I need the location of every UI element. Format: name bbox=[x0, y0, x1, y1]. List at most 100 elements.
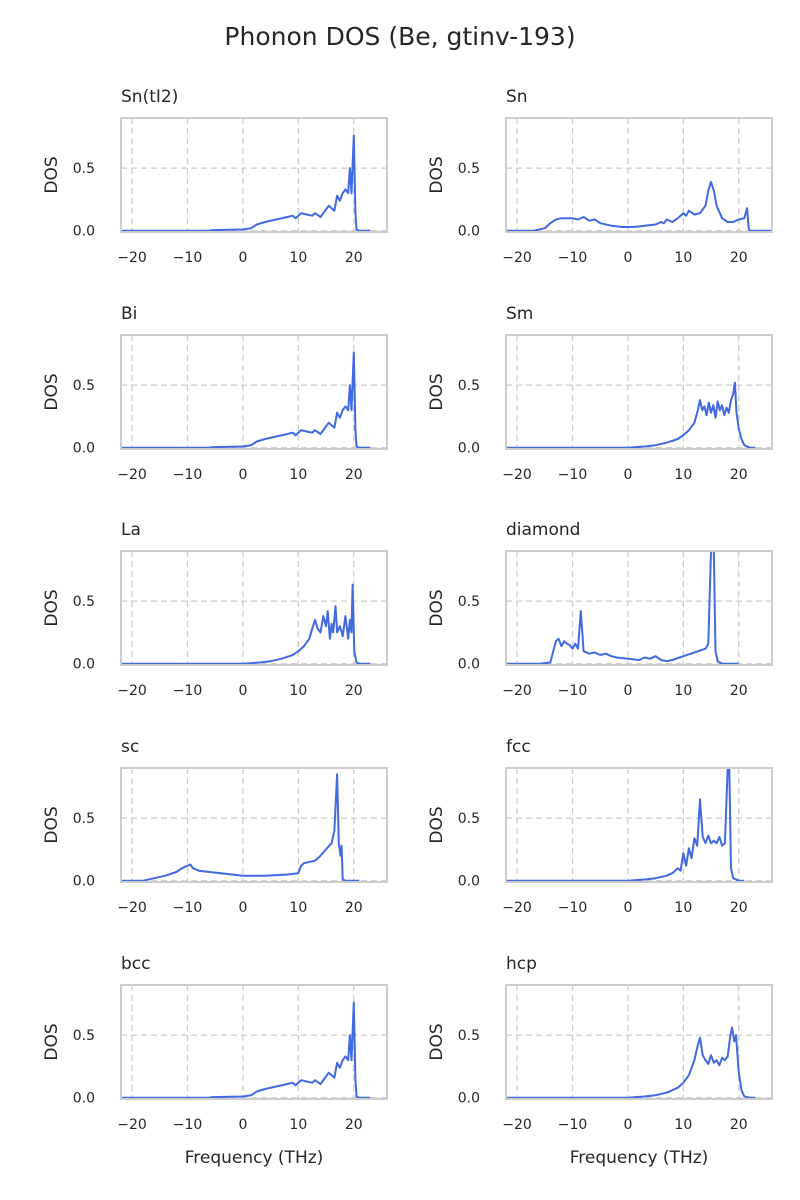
x-tick-label: −10 bbox=[173, 900, 203, 916]
x-tick-label: 20 bbox=[345, 900, 363, 916]
y-tick-label: 0.0 bbox=[458, 874, 480, 890]
x-tick-label: −10 bbox=[173, 683, 203, 699]
x-tick-label: 20 bbox=[345, 467, 363, 483]
x-tick-label: 0 bbox=[623, 900, 632, 916]
y-tick-label: 0.0 bbox=[73, 1091, 95, 1107]
plot-frame bbox=[120, 550, 388, 666]
x-tick-label: 0 bbox=[238, 467, 247, 483]
panel-1: Sn −20 −10 0 10 20 0.0 0.5 DOS bbox=[427, 87, 773, 266]
plot-frame bbox=[505, 984, 773, 1100]
y-tick-label: 0.0 bbox=[458, 441, 480, 457]
x-tick-label: 0 bbox=[238, 1117, 247, 1133]
plot-frame bbox=[120, 117, 388, 233]
dos-line bbox=[121, 583, 371, 665]
x-axis-label: Frequency (THz) bbox=[570, 1148, 709, 1168]
x-tick-label: 0 bbox=[623, 250, 632, 266]
panels: Sn(tI2) −20 −10 0 10 20 0.0 0.5 DOS Sn −20 −10 0 10 20… bbox=[42, 87, 773, 1168]
x-tick-label: 20 bbox=[730, 683, 748, 699]
y-axis-label: DOS bbox=[42, 156, 62, 193]
y-tick-label: 0.5 bbox=[458, 1028, 480, 1044]
x-tick-label: 10 bbox=[289, 1117, 307, 1133]
panel-title: fcc bbox=[506, 737, 531, 757]
panel-3: Sm −20 −10 0 10 20 0.0 0.5 DOS bbox=[427, 304, 773, 483]
plot-frame bbox=[505, 767, 773, 883]
dos-line bbox=[506, 550, 739, 665]
y-tick-label: 0.5 bbox=[73, 1028, 95, 1044]
panel-title: hcp bbox=[506, 954, 537, 974]
plot-frame bbox=[120, 334, 388, 450]
panel-title: Sm bbox=[506, 304, 533, 324]
x-tick-label: −10 bbox=[173, 250, 203, 266]
x-tick-label: 0 bbox=[238, 900, 247, 916]
x-tick-label: −20 bbox=[117, 683, 147, 699]
x-tick-label: 20 bbox=[730, 467, 748, 483]
dos-line bbox=[506, 180, 772, 232]
dos-line bbox=[506, 1026, 756, 1099]
plot-frame bbox=[505, 550, 773, 666]
y-tick-label: 0.0 bbox=[73, 224, 95, 240]
x-tick-label: −20 bbox=[502, 1117, 532, 1133]
x-tick-label: −20 bbox=[117, 900, 147, 916]
x-tick-label: 10 bbox=[674, 250, 692, 266]
y-tick-label: 0.5 bbox=[458, 161, 480, 177]
panel-title: La bbox=[121, 520, 141, 540]
y-tick-label: 0.5 bbox=[458, 594, 480, 610]
x-tick-label: −10 bbox=[558, 1117, 588, 1133]
x-tick-label: 10 bbox=[674, 467, 692, 483]
x-tick-label: −10 bbox=[558, 467, 588, 483]
panel-7: fcc −20 −10 0 10 20 0.0 0.5 DOS bbox=[427, 737, 773, 916]
panel-title: Sn(tI2) bbox=[121, 87, 178, 107]
x-tick-label: 10 bbox=[289, 250, 307, 266]
y-axis-label: DOS bbox=[42, 589, 62, 626]
plot-frame bbox=[120, 767, 388, 883]
figure-title: Phonon DOS (Be, gtinv-193) bbox=[224, 22, 575, 51]
x-axis-label: Frequency (THz) bbox=[185, 1148, 324, 1168]
x-tick-label: −20 bbox=[502, 683, 532, 699]
y-tick-label: 0.5 bbox=[458, 378, 480, 394]
y-axis-label: DOS bbox=[42, 1023, 62, 1060]
dos-line bbox=[121, 351, 371, 449]
y-axis-label: DOS bbox=[427, 1023, 447, 1060]
x-tick-label: 20 bbox=[345, 683, 363, 699]
dos-line bbox=[121, 773, 360, 882]
plot-frame bbox=[505, 334, 773, 450]
plot-frame bbox=[120, 984, 388, 1100]
x-tick-label: −20 bbox=[502, 250, 532, 266]
x-tick-label: 10 bbox=[674, 1117, 692, 1133]
x-tick-label: 0 bbox=[238, 683, 247, 699]
y-tick-label: 0.0 bbox=[458, 224, 480, 240]
x-tick-label: −10 bbox=[173, 467, 203, 483]
panel-8: bcc −20 −10 0 10 20 0.0 0.5 DOS Frequency (THz) bbox=[42, 954, 388, 1168]
x-tick-label: −20 bbox=[117, 1117, 147, 1133]
x-tick-label: −20 bbox=[502, 900, 532, 916]
y-tick-label: 0.5 bbox=[73, 811, 95, 827]
y-axis-label: DOS bbox=[427, 373, 447, 410]
x-tick-label: −10 bbox=[558, 900, 588, 916]
x-tick-label: 0 bbox=[623, 683, 632, 699]
panel-title: diamond bbox=[506, 520, 580, 540]
x-tick-label: −20 bbox=[117, 467, 147, 483]
dos-line bbox=[121, 1001, 371, 1099]
panel-title: Bi bbox=[121, 304, 137, 324]
dos-line bbox=[121, 134, 371, 232]
y-axis-label: DOS bbox=[42, 806, 62, 843]
y-tick-label: 0.0 bbox=[73, 441, 95, 457]
x-tick-label: 10 bbox=[674, 683, 692, 699]
x-tick-label: 20 bbox=[730, 250, 748, 266]
panel-9: hcp −20 −10 0 10 20 0.0 0.5 DOS Frequency (THz) bbox=[427, 954, 773, 1168]
x-tick-label: 10 bbox=[289, 900, 307, 916]
y-axis-label: DOS bbox=[427, 806, 447, 843]
x-tick-label: −10 bbox=[558, 250, 588, 266]
plot-frame bbox=[505, 117, 773, 233]
x-tick-label: 10 bbox=[289, 467, 307, 483]
y-tick-label: 0.0 bbox=[458, 657, 480, 673]
y-tick-label: 0.5 bbox=[73, 594, 95, 610]
y-tick-label: 0.5 bbox=[458, 811, 480, 827]
panel-2: Bi −20 −10 0 10 20 0.0 0.5 DOS bbox=[42, 304, 388, 483]
panel-6: sc −20 −10 0 10 20 0.0 0.5 DOS bbox=[42, 737, 388, 916]
x-tick-label: 10 bbox=[674, 900, 692, 916]
y-tick-label: 0.5 bbox=[73, 378, 95, 394]
x-tick-label: 0 bbox=[623, 467, 632, 483]
x-tick-label: 0 bbox=[623, 1117, 632, 1133]
